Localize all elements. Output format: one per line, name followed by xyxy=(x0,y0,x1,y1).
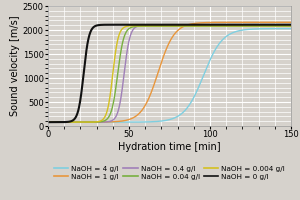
NaOH = 0.4 g/l xyxy=(238,24,241,26)
NaOH = 0.4 g/l xyxy=(46,121,50,123)
NaOH = 0.04 g/l xyxy=(289,25,293,27)
NaOH = 0.4 g/l xyxy=(164,24,168,26)
NaOH = 1 g/l xyxy=(282,21,286,24)
NaOH = 0.004 g/l xyxy=(158,24,161,27)
NaOH = 1 g/l xyxy=(58,121,62,123)
NaOH = 0 g/l xyxy=(58,121,62,123)
NaOH = 4 g/l xyxy=(282,27,286,30)
NaOH = 1 g/l xyxy=(282,21,286,24)
NaOH = 4 g/l xyxy=(238,29,241,32)
NaOH = 0.4 g/l xyxy=(158,24,161,26)
NaOH = 0.004 g/l xyxy=(282,24,286,27)
NaOH = 0.04 g/l xyxy=(58,121,62,123)
NaOH = 0 g/l xyxy=(282,24,286,26)
NaOH = 0.04 g/l xyxy=(158,25,161,27)
NaOH = 0.004 g/l xyxy=(289,24,293,27)
NaOH = 0.04 g/l xyxy=(282,25,286,27)
X-axis label: Hydration time [min]: Hydration time [min] xyxy=(118,142,221,152)
NaOH = 0 g/l xyxy=(289,24,293,26)
NaOH = 0.4 g/l xyxy=(231,24,234,26)
Line: NaOH = 0.4 g/l: NaOH = 0.4 g/l xyxy=(48,25,291,122)
Line: NaOH = 0 g/l: NaOH = 0 g/l xyxy=(48,25,291,122)
NaOH = 4 g/l xyxy=(58,121,62,123)
NaOH = 0.04 g/l xyxy=(282,25,286,27)
NaOH = 1 g/l xyxy=(238,21,241,24)
NaOH = 1 g/l xyxy=(164,48,168,51)
NaOH = 4 g/l xyxy=(46,121,50,123)
NaOH = 0.004 g/l xyxy=(282,24,286,27)
NaOH = 0.004 g/l xyxy=(58,121,62,123)
NaOH = 0.004 g/l xyxy=(238,24,241,27)
NaOH = 0.4 g/l xyxy=(282,24,286,26)
NaOH = 4 g/l xyxy=(164,119,168,122)
NaOH = 0.04 g/l xyxy=(230,25,234,27)
NaOH = 4 g/l xyxy=(289,27,293,30)
Line: NaOH = 1 g/l: NaOH = 1 g/l xyxy=(48,22,291,122)
NaOH = 1 g/l xyxy=(46,121,50,123)
NaOH = 4 g/l xyxy=(282,27,286,30)
NaOH = 0.4 g/l xyxy=(289,24,293,26)
NaOH = 0.004 g/l xyxy=(214,24,217,27)
NaOH = 0 g/l xyxy=(158,24,161,26)
NaOH = 0 g/l xyxy=(282,24,286,26)
Line: NaOH = 0.04 g/l: NaOH = 0.04 g/l xyxy=(48,26,291,122)
Line: NaOH = 0.004 g/l: NaOH = 0.004 g/l xyxy=(48,26,291,122)
NaOH = 0 g/l xyxy=(46,121,50,123)
Line: NaOH = 4 g/l: NaOH = 4 g/l xyxy=(48,29,291,122)
NaOH = 0 g/l xyxy=(238,24,241,26)
NaOH = 0 g/l xyxy=(181,24,185,26)
NaOH = 1 g/l xyxy=(289,21,293,24)
NaOH = 0.004 g/l xyxy=(164,24,168,27)
Legend: NaOH = 4 g/l, NaOH = 1 g/l, NaOH = 0.4 g/l, NaOH = 0.04 g/l, NaOH = 0.004 g/l, N: NaOH = 4 g/l, NaOH = 1 g/l, NaOH = 0.4 g… xyxy=(54,166,285,180)
NaOH = 1 g/l xyxy=(158,66,161,69)
NaOH = 4 g/l xyxy=(158,120,161,122)
Y-axis label: Sound velocity [m/s]: Sound velocity [m/s] xyxy=(10,16,20,116)
NaOH = 0.004 g/l xyxy=(46,121,50,123)
NaOH = 0.04 g/l xyxy=(238,25,241,27)
NaOH = 0.04 g/l xyxy=(164,25,168,27)
NaOH = 0.04 g/l xyxy=(46,121,50,123)
NaOH = 0.4 g/l xyxy=(282,24,286,26)
NaOH = 0.4 g/l xyxy=(58,121,62,123)
NaOH = 0 g/l xyxy=(164,24,168,26)
